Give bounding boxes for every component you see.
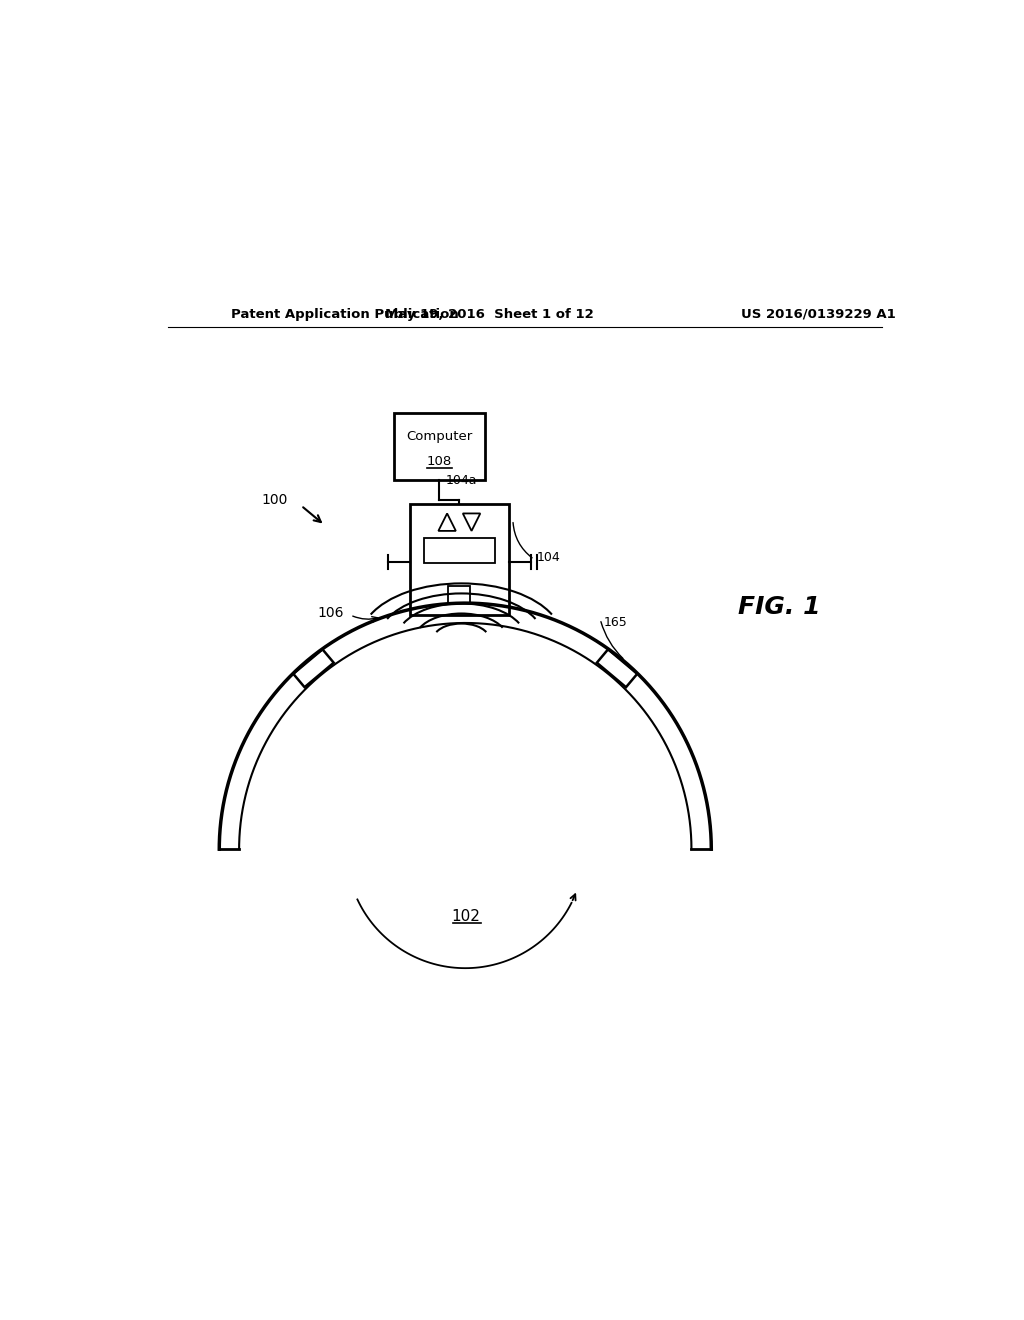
Text: 104a: 104a xyxy=(445,474,477,487)
FancyArrowPatch shape xyxy=(601,622,623,659)
Bar xyxy=(424,539,495,564)
Bar xyxy=(449,586,470,603)
Text: 108: 108 xyxy=(427,454,453,467)
Bar xyxy=(394,413,485,480)
Text: Computer: Computer xyxy=(407,430,473,442)
Text: Patent Application Publication: Patent Application Publication xyxy=(231,308,459,321)
Text: 106: 106 xyxy=(317,606,344,619)
Text: 104: 104 xyxy=(537,550,560,564)
Text: FIG. 1: FIG. 1 xyxy=(737,595,820,619)
Text: 165: 165 xyxy=(604,616,628,630)
Text: US 2016/0139229 A1: US 2016/0139229 A1 xyxy=(741,308,896,321)
Text: 102: 102 xyxy=(451,909,479,924)
FancyArrowPatch shape xyxy=(513,523,532,558)
Bar xyxy=(410,504,509,615)
Text: 100: 100 xyxy=(261,492,288,507)
Text: May 19, 2016  Sheet 1 of 12: May 19, 2016 Sheet 1 of 12 xyxy=(385,308,594,321)
